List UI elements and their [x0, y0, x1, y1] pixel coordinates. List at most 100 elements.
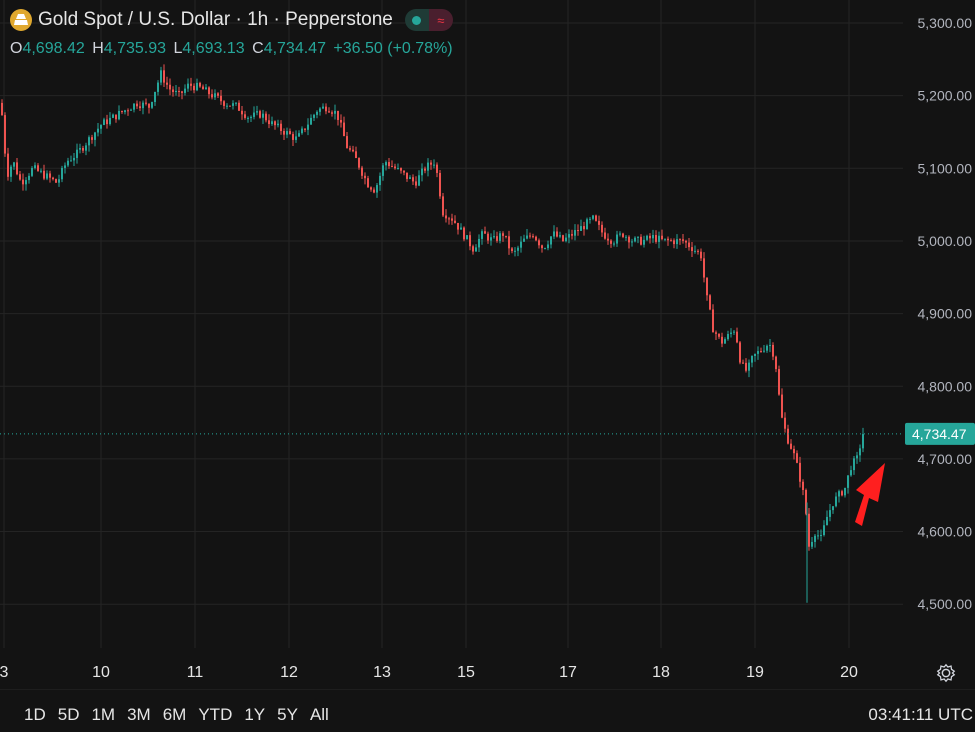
candle-body [526, 235, 528, 239]
candle-body [763, 350, 765, 352]
candle-body [10, 166, 12, 177]
candle-body [829, 510, 831, 517]
candle-body [181, 91, 183, 93]
candle-body [550, 236, 552, 245]
candle-body [808, 513, 810, 547]
y-tick-label: 4,700.00 [918, 451, 973, 467]
candle-body [145, 102, 147, 104]
candle-body [100, 124, 102, 129]
candles [1, 64, 864, 603]
range-ytd[interactable]: YTD [198, 705, 233, 724]
candle-body [781, 394, 783, 418]
gear-icon[interactable] [935, 662, 957, 684]
candle-body [292, 134, 294, 140]
candle-body [859, 448, 861, 456]
gold-bars-icon[interactable] [10, 9, 32, 31]
range-5y[interactable]: 5Y [277, 705, 298, 724]
close-value: 4,734.47 [263, 40, 326, 57]
status-pill[interactable]: ≈ [404, 9, 453, 31]
y-tick-label: 5,300.00 [918, 15, 973, 31]
candle-body [295, 136, 297, 140]
candle-body [469, 235, 471, 247]
y-tick-label: 4,600.00 [918, 524, 973, 540]
candle-body [73, 157, 75, 161]
candle-body [652, 235, 654, 239]
utc-clock[interactable]: 03:41:11 UTC [868, 705, 973, 724]
candle-body [835, 496, 837, 507]
candle-body [664, 238, 666, 240]
candle-body [826, 516, 828, 526]
range-selector: 1D 5D 1M 3M 6M YTD 1Y 5Y All [18, 705, 335, 725]
candle-body [466, 235, 468, 240]
range-3m[interactable]: 3M [127, 705, 151, 724]
candle-body [229, 105, 231, 107]
candle-body [697, 250, 699, 252]
candle-body [556, 231, 558, 237]
candle-body [598, 220, 600, 225]
candle-body [460, 227, 462, 230]
range-1m[interactable]: 1M [91, 705, 116, 724]
candle-body [436, 164, 438, 173]
candle-body [820, 535, 822, 537]
candle-body [313, 114, 315, 118]
candle-body [703, 258, 705, 278]
market-open-dot-icon[interactable] [404, 9, 429, 31]
candle-body [103, 119, 105, 125]
candle-body [646, 235, 648, 240]
range-1y[interactable]: 1Y [244, 705, 266, 724]
x-tick-label: 11 [187, 664, 204, 681]
candle-body [277, 123, 279, 126]
candle-body [709, 295, 711, 310]
price-chart[interactable]: 5,300.00 5,200.00 5,100.00 5,000.00 4,900.00… [0, 0, 975, 690]
candle-body [421, 168, 423, 176]
candle-body [733, 331, 735, 333]
candle-body [712, 309, 714, 333]
candle-body [55, 179, 57, 183]
y-axis[interactable]: 5,300.00 5,200.00 5,100.00 5,000.00 4,900.00… [918, 15, 973, 612]
symbol-title[interactable]: Gold Spot / U.S. Dollar · 1h · Peppersto… [38, 9, 393, 30]
candle-body [262, 113, 264, 118]
range-1d[interactable]: 1D [24, 705, 46, 724]
wave-icon[interactable]: ≈ [428, 9, 453, 31]
candle-body [613, 243, 615, 245]
candle-body [415, 181, 417, 186]
candle-body [847, 475, 849, 488]
candle-body [661, 235, 663, 240]
candle-body [784, 417, 786, 429]
candle-body [754, 353, 756, 356]
candle-body [658, 235, 660, 242]
candle-body [352, 149, 354, 152]
candle-body [205, 87, 207, 90]
candle-body [850, 470, 852, 476]
candle-body [571, 234, 573, 236]
candle-body [13, 162, 15, 167]
candle-body [676, 239, 678, 245]
x-tick-label: 10 [92, 664, 110, 681]
range-all[interactable]: All [309, 705, 329, 724]
candle-body [640, 236, 642, 245]
candle-body [532, 236, 534, 238]
candle-body [112, 114, 114, 118]
range-6m[interactable]: 6M [162, 705, 187, 724]
candle-body [106, 119, 108, 125]
candle-body [607, 238, 609, 241]
candle-body [616, 234, 618, 244]
range-5d[interactable]: 5D [57, 705, 80, 724]
candle-body [349, 148, 351, 150]
x-axis[interactable]: 3 10 11 12 13 15 17 18 19 20 [0, 664, 975, 690]
high-value: 4,735.93 [103, 40, 167, 57]
candle-body [184, 88, 186, 93]
candle-body [211, 94, 213, 98]
candle-body [328, 111, 330, 113]
candle-body [433, 164, 435, 166]
candle-body [718, 333, 720, 337]
candle-body [124, 110, 126, 113]
candle-body [706, 277, 708, 296]
candle-body [244, 114, 246, 118]
candle-body [49, 173, 51, 178]
candle-body [538, 240, 540, 246]
candle-body [625, 236, 627, 238]
candle-body [91, 137, 93, 140]
grid [0, 0, 903, 648]
candle-body [814, 535, 816, 542]
